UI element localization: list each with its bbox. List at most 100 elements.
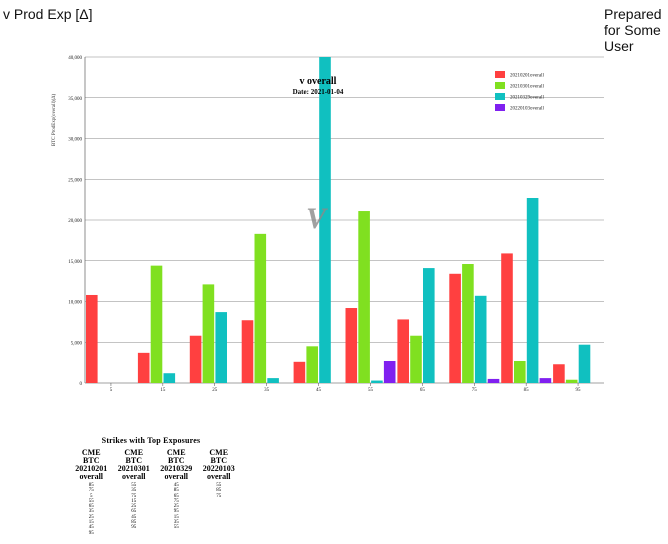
bar	[565, 379, 578, 383]
strikes-column-header: CME BTC 20220103 overall	[202, 448, 235, 481]
y-tick-label: 40,000	[68, 56, 82, 61]
bar	[526, 197, 539, 383]
x-tick-label: 65	[420, 388, 426, 393]
legend-swatch	[495, 93, 505, 100]
bar	[487, 378, 500, 383]
y-tick-label: 35,000	[68, 97, 82, 102]
strikes-column-values: 55 85 75	[198, 483, 241, 499]
strike-value: 75	[173, 498, 179, 504]
strike-value: 45	[88, 525, 94, 531]
strike-value: 25	[173, 504, 179, 510]
strike-value: 65	[88, 504, 94, 510]
chart-title: v overall	[300, 76, 337, 87]
bar	[501, 253, 513, 383]
bar	[383, 360, 396, 383]
strike-value: 95	[131, 525, 137, 531]
strike-value: 65	[131, 509, 137, 515]
strikes-column: CME BTC 20210329 overall 45 85 65 75 25 95 15 35 55	[155, 449, 198, 536]
x-tick-label: 55	[368, 388, 374, 393]
bar	[319, 57, 331, 383]
strike-value: 75	[131, 493, 137, 499]
y-tick-label: 5,000	[71, 341, 83, 346]
prepared-for-label: Prepared for Some User	[604, 6, 662, 54]
bar	[241, 320, 254, 383]
strike-value: 85	[216, 488, 222, 494]
bar	[474, 295, 487, 383]
legend-swatch	[495, 71, 505, 78]
x-tick-label: 85	[524, 388, 530, 393]
bar	[553, 364, 565, 383]
strike-value: 95	[88, 530, 94, 536]
strike-value: 65	[173, 493, 179, 499]
legend-label: 20210329overall	[510, 96, 544, 101]
y-tick-label: 30,000	[68, 138, 82, 143]
bar	[410, 335, 422, 383]
strikes-column-values: 55 35 75 15 25 65 45 85 95	[113, 483, 156, 531]
strike-value: 25	[88, 514, 94, 520]
strikes-column: CME BTC 20210201 overall 85 75 5 55 65 35 25 15 45 95	[70, 449, 113, 536]
strike-value: 15	[131, 498, 137, 504]
strike-value: 35	[131, 488, 137, 494]
bar	[137, 352, 150, 383]
strike-value: 35	[88, 509, 94, 515]
strike-value: 75	[216, 493, 222, 499]
bar	[306, 346, 318, 383]
bar	[189, 335, 202, 383]
strike-value: 85	[131, 520, 137, 526]
bar	[514, 360, 526, 383]
strike-value: 35	[173, 520, 179, 526]
bar	[293, 361, 306, 383]
strikes-table: Strikes with Top Exposures CME BTC 2021020…	[70, 436, 240, 536]
bar	[358, 211, 370, 383]
strike-value: 45	[131, 514, 137, 520]
bar	[254, 233, 267, 383]
bar	[267, 378, 279, 383]
bar	[150, 265, 163, 383]
y-tick-label: 20,000	[68, 219, 82, 224]
x-tick-label: 45	[316, 388, 322, 393]
bar	[202, 284, 215, 383]
bar	[423, 268, 435, 383]
strikes-column-header: CME BTC 20210329 overall	[160, 448, 193, 481]
bar	[215, 312, 227, 383]
strike-value: 85	[173, 488, 179, 494]
x-tick-label: 95	[576, 388, 582, 393]
x-tick-label: 15	[160, 388, 166, 393]
y-tick-label: 0	[80, 382, 83, 387]
strike-value: 85	[88, 483, 94, 488]
bar	[371, 380, 383, 383]
y-tick-label: 15,000	[68, 260, 82, 265]
strike-value: 45	[173, 483, 179, 488]
y-axis-label: BTC ProdExp(overall)(Δ)	[52, 94, 57, 147]
exposure-bar-chart: 0 5,000 10,000 15,000 20,000 25,000 30,000 35,0…	[52, 56, 604, 393]
y-tick-label: 25,000	[68, 178, 82, 183]
strike-value: 55	[173, 525, 179, 531]
x-tick-label: 35	[264, 388, 270, 393]
page-title: v Prod Exp [Δ]	[3, 6, 93, 22]
strike-value: 15	[173, 514, 179, 520]
strike-value: 55	[88, 498, 94, 504]
legend-label: 20220103overall	[510, 107, 544, 112]
strike-value: 15	[88, 520, 94, 526]
strike-value: 25	[131, 504, 137, 510]
strikes-column: CME BTC 20220103 overall 55 85 75	[198, 449, 241, 536]
legend-label: 20210201overall	[510, 74, 544, 79]
bar	[397, 319, 409, 383]
watermark: V	[306, 202, 329, 235]
strike-value: 5	[90, 493, 93, 499]
bar	[449, 273, 461, 383]
legend-swatch	[495, 82, 505, 89]
legend-label: 20210301overall	[510, 85, 544, 90]
x-tick-label: 75	[472, 388, 478, 393]
strikes-table-columns: CME BTC 20210201 overall 85 75 5 55 65 35 25 15 45 95…	[70, 449, 240, 536]
bar	[345, 308, 358, 383]
bar	[578, 344, 591, 383]
strikes-column: CME BTC 20210301 overall 55 35 75 15 25 65 45 85 95	[113, 449, 156, 536]
strikes-column-header: CME BTC 20210201 overall	[75, 448, 108, 481]
bar	[462, 264, 474, 383]
strikes-column-values: 45 85 65 75 25 95 15 35 55	[155, 483, 198, 531]
strike-value: 95	[173, 509, 179, 515]
strikes-column-values: 85 75 5 55 65 35 25 15 45 95	[70, 483, 113, 536]
legend-swatch	[495, 104, 505, 111]
x-tick-label: 5	[110, 388, 113, 393]
